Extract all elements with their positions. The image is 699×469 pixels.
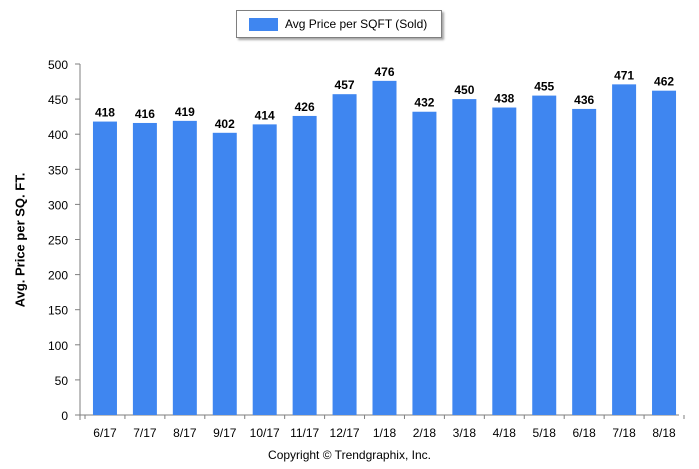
- data-label: 432: [414, 96, 434, 110]
- bar: [612, 84, 637, 415]
- x-tick-label: 2/18: [413, 426, 437, 440]
- data-label: 476: [374, 65, 394, 79]
- data-label: 457: [335, 78, 355, 92]
- y-tick-label: 100: [48, 339, 68, 353]
- y-tick-label: 50: [55, 374, 69, 388]
- data-label: 419: [175, 105, 195, 119]
- x-tick-label: 12/17: [330, 426, 360, 440]
- bar: [532, 95, 557, 415]
- y-tick-label: 450: [48, 93, 68, 107]
- x-tick-label: 11/17: [290, 426, 319, 440]
- legend-label: Avg Price per SQFT (Sold): [285, 17, 428, 31]
- x-tick-label: 3/18: [453, 426, 477, 440]
- x-tick-label: 6/17: [93, 426, 117, 440]
- bar: [172, 120, 197, 415]
- bar: [372, 80, 397, 416]
- bar: [212, 132, 237, 415]
- x-tick-label: 8/17: [173, 426, 197, 440]
- y-tick-label: 150: [48, 304, 68, 318]
- bar: [492, 107, 517, 416]
- data-label: 455: [534, 80, 554, 94]
- x-tick-label: 9/17: [213, 426, 237, 440]
- chart-legend: Avg Price per SQFT (Sold): [236, 10, 442, 38]
- y-tick-label: 350: [48, 163, 68, 177]
- data-label: 402: [215, 117, 235, 131]
- x-tick-label: 1/18: [373, 426, 397, 440]
- x-tick-label: 7/18: [612, 426, 636, 440]
- y-tick-label: 500: [48, 58, 68, 72]
- bar: [252, 124, 277, 415]
- y-tick-label: 0: [61, 409, 68, 423]
- y-tick-label: 250: [48, 234, 68, 248]
- x-tick-label: 4/18: [493, 426, 517, 440]
- data-label: 414: [255, 108, 275, 122]
- x-tick-label: 5/18: [533, 426, 557, 440]
- bar: [92, 121, 117, 416]
- bar: [572, 108, 597, 415]
- y-tick-label: 200: [48, 269, 68, 283]
- bar: [452, 99, 477, 415]
- data-label: 416: [135, 107, 155, 121]
- legend-swatch: [249, 17, 278, 31]
- bar: [652, 90, 677, 416]
- data-label: 436: [574, 93, 594, 107]
- y-tick-label: 300: [48, 198, 68, 212]
- bar: [412, 111, 437, 416]
- copyright-footer: Copyright © Trendgraphix, Inc.: [268, 448, 431, 462]
- x-tick-label: 7/17: [133, 426, 157, 440]
- x-tick-label: 10/17: [250, 426, 280, 440]
- data-label: 418: [95, 106, 115, 120]
- x-tick-label: 6/18: [572, 426, 596, 440]
- data-label: 426: [295, 100, 315, 114]
- y-tick-label: 400: [48, 128, 68, 142]
- data-label: 450: [454, 83, 474, 97]
- data-label: 438: [494, 92, 514, 106]
- data-label: 471: [614, 68, 634, 82]
- bar: [292, 115, 317, 415]
- bar: [132, 122, 157, 415]
- x-tick-label: 8/18: [652, 426, 676, 440]
- bar: [332, 94, 357, 415]
- data-label: 462: [654, 75, 674, 89]
